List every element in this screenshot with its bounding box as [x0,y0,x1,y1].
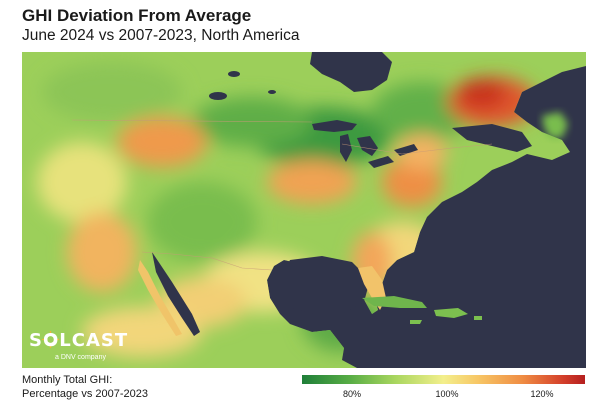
legend-label-line1: Monthly Total GHI: [22,374,113,386]
legend-label-line2: Percentage vs 2007-2023 [22,388,148,400]
color-scale-bar [302,375,585,384]
gulf-of-california [152,252,200,336]
sun-icon [42,331,59,348]
cuba [362,296,427,308]
gulf-st-lawrence [452,124,532,152]
hudson-bay [310,52,392,92]
map-svg [22,52,586,368]
legend-tick-80: 80% [342,389,362,399]
logo-tagline: a DNV company [55,354,106,361]
hispaniola [434,308,468,318]
solcast-logo: SOLCAST a DNV company [29,330,129,366]
borders [71,119,493,271]
gulf-of-mexico [280,256,370,314]
great-lakes [209,71,418,168]
map-title: GHI Deviation From Average [22,6,252,25]
jamaica [410,320,422,324]
map-subtitle: June 2024 vs 2007-2023, North America [22,27,300,44]
logo-name: SOLCAST [29,330,129,351]
puerto-rico [474,316,482,320]
baja-california [138,260,182,336]
legend-tick-100: 100% [435,389,459,399]
newfoundland [542,112,568,138]
ghi-deviation-map [22,52,586,368]
legend-tick-120: 120% [530,389,554,399]
